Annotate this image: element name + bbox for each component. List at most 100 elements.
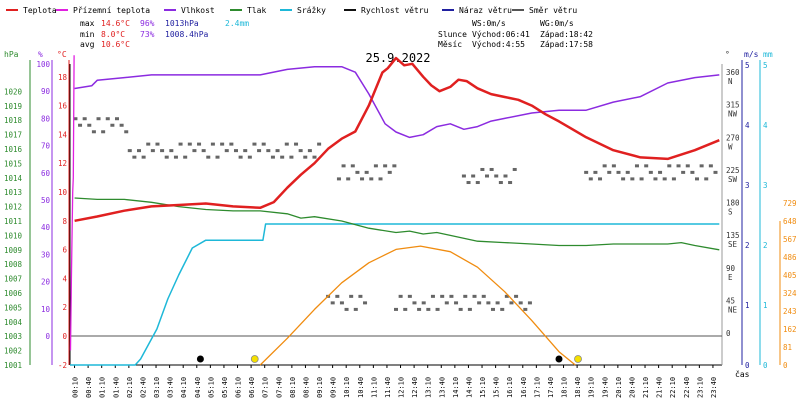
wind-direction-dot xyxy=(127,149,132,153)
wind-direction-dot xyxy=(369,177,374,181)
pressure-line xyxy=(74,197,720,251)
solar-line xyxy=(259,245,576,366)
mm-tick-label: 3 xyxy=(763,181,768,190)
wind-direction-dot xyxy=(403,307,408,311)
hpa-tick-label: 1007 xyxy=(4,275,22,284)
time-tick-label: 04:40 xyxy=(194,377,202,398)
time-tick-label: 15:10 xyxy=(479,377,487,398)
legend-label: Teplota xyxy=(23,6,57,15)
temp-tick-label: 18 xyxy=(58,73,68,82)
time-tick-label: 17:10 xyxy=(533,377,541,398)
pct-tick-label: 70 xyxy=(41,142,51,151)
mm-tick-label: 0 xyxy=(763,361,768,370)
temperature-line xyxy=(74,56,720,223)
wind-direction-dot xyxy=(713,170,718,174)
wind-direction-dot xyxy=(681,170,686,174)
wind-direction-dot xyxy=(475,181,480,185)
wind-direction-dot xyxy=(494,174,499,178)
time-tick-label: 23:40 xyxy=(710,377,718,398)
wind-direction-dot xyxy=(658,170,663,174)
wind-direction-dot xyxy=(150,149,155,153)
dir-compass-label: NW xyxy=(728,110,738,119)
wind-direction-dot xyxy=(353,307,358,311)
wind-direction-dot xyxy=(471,174,476,178)
time-tick-label: 03:10 xyxy=(153,377,161,398)
temp-tick-label: 6 xyxy=(62,246,67,255)
ms-tick-label: 4 xyxy=(745,121,750,130)
rad-tick-label: 162 xyxy=(783,325,797,334)
legend-label: Tlak xyxy=(247,6,266,15)
wind-direction-dot xyxy=(458,307,463,311)
legend: Teplota Přízemní teplota Vlhkost Tlak Srážky… xyxy=(6,6,577,15)
wind-direction-dot xyxy=(215,155,220,159)
hpa-tick-label: 1017 xyxy=(4,131,22,140)
time-tick-label: 14:10 xyxy=(452,377,460,398)
wind-direction-dot xyxy=(261,142,266,146)
hpa-tick-label: 1010 xyxy=(4,231,23,240)
pct-tick-label: 90 xyxy=(41,87,51,96)
legend-label: Směr větru xyxy=(529,6,577,15)
dir-tick-label: 180 xyxy=(726,199,740,208)
wind-direction-dot xyxy=(303,155,308,159)
wind-direction-dot xyxy=(621,177,626,181)
mm-tick-label: 2 xyxy=(763,241,768,250)
wind-direction-dot xyxy=(169,149,174,153)
time-tick-label: 21:40 xyxy=(656,377,664,398)
rad-tick-label: 486 xyxy=(783,253,797,262)
wind-direction-dot xyxy=(220,142,225,146)
wind-direction-dot xyxy=(444,301,449,305)
wind-direction-dot xyxy=(394,307,398,311)
wind-direction-dot xyxy=(336,177,341,181)
ms-tick-label: 3 xyxy=(745,181,750,190)
moon-rise: Východ:4:55 xyxy=(472,40,525,49)
temp-tick-label: 12 xyxy=(58,159,67,168)
wind-speed-text: WS:0m/s xyxy=(472,19,506,28)
chart-title: 25.9.2022 xyxy=(365,51,430,65)
hpa-tick-label: 1019 xyxy=(4,102,22,111)
legend-label: Přízemní teplota xyxy=(73,6,150,15)
wind-direction-dot xyxy=(146,142,151,146)
time-tick-label: 01:10 xyxy=(99,377,107,398)
wind-direction-dot xyxy=(383,164,388,168)
time-tick-label: 02:40 xyxy=(139,377,147,398)
wind-direction-dot xyxy=(648,170,653,174)
hpa-unit: hPa xyxy=(4,50,19,59)
plot-area xyxy=(69,55,720,366)
wind-direction-dot xyxy=(173,155,178,159)
ms-tick-label: 5 xyxy=(745,61,750,70)
wind-direction-dot xyxy=(284,142,289,146)
wind-direction-dot xyxy=(187,142,192,146)
wind-direction-dot xyxy=(349,294,354,298)
wind-direction-dot xyxy=(307,149,312,153)
wind-direction-dot xyxy=(489,167,494,171)
wind-direction-dot xyxy=(201,149,206,153)
time-tick-label: 09:40 xyxy=(330,377,338,398)
sun-label: Slunce xyxy=(438,30,467,39)
legend-label: Srážky xyxy=(297,6,326,15)
time-tick-label: 16:40 xyxy=(520,377,528,398)
wind-direction-dot xyxy=(699,164,704,168)
wind-direction-dot xyxy=(598,177,603,181)
pct-tick-label: 100 xyxy=(36,60,50,69)
temp-tick-label: 14 xyxy=(58,130,68,139)
wind-direction-dot xyxy=(178,142,183,146)
rad-tick-label: 81 xyxy=(783,343,792,352)
wind-direction-dot xyxy=(676,164,681,168)
time-tick-label: 15:40 xyxy=(493,377,501,398)
dir-tick-label: 315 xyxy=(726,101,740,110)
wind-direction-dot xyxy=(91,130,96,134)
wind-direction-dot xyxy=(238,155,243,159)
humidity-line xyxy=(74,65,720,139)
time-tick-label: 22:10 xyxy=(669,377,677,398)
rain-line xyxy=(70,223,720,366)
wind-direction-dot xyxy=(119,123,124,127)
wind-direction-dot xyxy=(358,294,363,298)
hpa-tick-label: 1016 xyxy=(4,145,23,154)
ms-tick-label: 0 xyxy=(745,361,750,370)
wind-direction-dot xyxy=(210,142,215,146)
wind-direction-dot xyxy=(508,181,513,185)
dir-compass-label: E xyxy=(728,273,733,282)
rad-tick-label: 405 xyxy=(783,271,797,280)
dir-tick-label: 225 xyxy=(726,166,740,175)
wind-direction-dot xyxy=(671,177,676,181)
